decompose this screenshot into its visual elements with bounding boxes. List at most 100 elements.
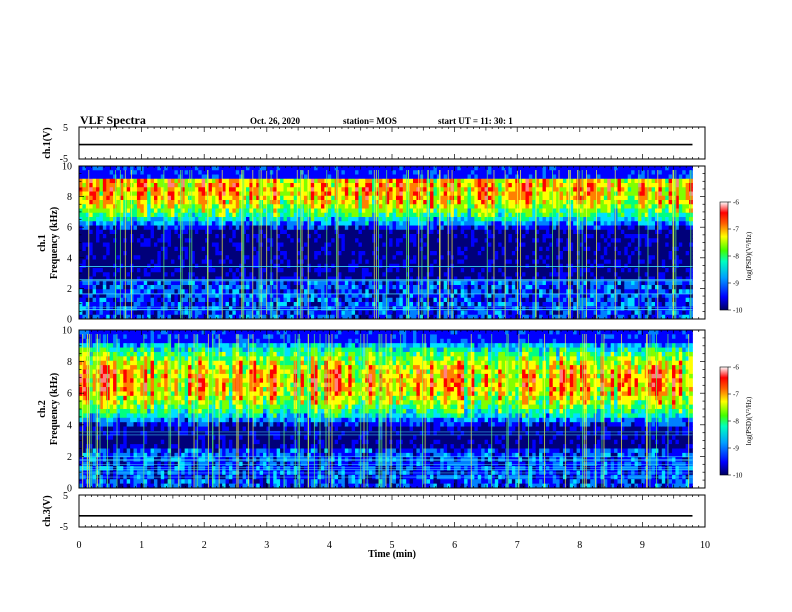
spectrogram-cell <box>464 314 468 320</box>
spectrogram-cell <box>266 225 271 231</box>
spectrogram-cell <box>474 187 479 192</box>
spectrogram-cell <box>208 293 213 299</box>
spectrogram-cell <box>361 191 366 197</box>
spectrogram-cell <box>194 276 199 282</box>
spectrogram-cell <box>348 293 353 299</box>
spectrogram-cell <box>89 178 94 184</box>
spectrogram-cell <box>344 276 349 282</box>
spectrogram-cell <box>320 246 325 252</box>
spectrogram-cell <box>136 246 141 252</box>
spectrogram-cell <box>164 225 169 231</box>
spectrogram-cell <box>522 166 526 171</box>
spectrogram-cell <box>440 293 445 299</box>
spectrogram-cell <box>290 285 295 290</box>
spectrogram-cell <box>136 234 141 239</box>
spectrogram-cell <box>361 204 366 209</box>
spectrogram-cell <box>310 225 315 231</box>
spectrogram-cell <box>474 259 479 265</box>
spectrogram-cell <box>443 225 448 231</box>
spectrogram-cell <box>252 259 257 265</box>
spectrogram-cell <box>136 268 141 273</box>
spectrogram-cell <box>249 306 254 311</box>
spectrogram-cell <box>242 195 247 201</box>
spectrogram-cell <box>252 297 257 303</box>
spectrogram-cell <box>153 302 158 307</box>
spectrogram-cell <box>378 204 383 209</box>
spectrogram-cell <box>228 268 233 273</box>
spectrogram-cell <box>276 212 281 218</box>
spectrogram-cell <box>181 204 186 209</box>
spectrogram-cell <box>157 306 162 311</box>
spectrogram-cell <box>320 234 325 239</box>
spectrogram-cell <box>447 195 451 201</box>
spectrogram-cell <box>344 293 349 299</box>
spectrogram-cell <box>167 204 172 209</box>
spectrogram-cell <box>184 229 189 235</box>
spectrogram-cell <box>215 280 220 286</box>
spectrogram-cell <box>143 178 148 184</box>
spectrogram-cell <box>276 170 281 175</box>
spectrogram-cell <box>150 268 155 273</box>
spectrogram-cell <box>334 166 339 171</box>
spectrogram-cell <box>522 234 526 239</box>
spectrogram-cell <box>126 200 131 205</box>
spectrogram-cell <box>402 310 407 316</box>
spectrogram-cell <box>109 183 114 188</box>
spectrogram-cell <box>494 302 499 307</box>
spectrogram-cell <box>106 225 111 231</box>
spectrogram-cell <box>447 183 451 188</box>
spectrogram-cell <box>303 297 308 303</box>
spectrogram-cell <box>481 297 485 303</box>
spectrogram-cell <box>222 229 226 235</box>
spectrogram-cell <box>487 255 492 260</box>
spectrogram-cell <box>96 166 100 171</box>
spectrogram-cell <box>375 200 380 205</box>
spectrogram-cell <box>447 246 451 252</box>
spectrogram-cell <box>392 302 397 307</box>
spectrogram-cell <box>92 289 97 294</box>
spectrogram-cell <box>378 276 383 282</box>
spectrogram-cell <box>314 170 318 175</box>
spectrogram-cell <box>102 187 107 192</box>
spectrogram-cell <box>307 259 312 265</box>
spectrogram-cell <box>228 297 233 303</box>
spectrogram-cell <box>338 246 342 252</box>
spectrogram-cell <box>341 314 346 320</box>
spectrogram-cell <box>310 306 315 311</box>
spectrogram-cell <box>215 174 220 180</box>
spectrogram-cell <box>96 242 100 248</box>
spectrogram-cell <box>368 285 373 290</box>
spectrogram-cell <box>273 302 278 307</box>
spectrogram-cell <box>102 268 107 273</box>
spectrogram-cell <box>147 272 151 277</box>
spectrogram-cell <box>365 268 370 273</box>
spectrogram-cell <box>443 212 448 218</box>
spectrogram-cell <box>119 174 124 180</box>
spectrogram-cell <box>320 255 325 260</box>
spectrogram-cell <box>491 289 496 294</box>
spectrogram-cell <box>310 200 315 205</box>
spectrogram-cell <box>314 178 318 184</box>
spectrogram-cell <box>191 306 196 311</box>
spectrogram-cell <box>198 310 203 316</box>
spectrogram-cell <box>82 195 87 201</box>
spectrogram-cell <box>525 302 530 307</box>
spectrogram-cell <box>293 200 298 205</box>
spectrogram-cell <box>225 183 230 188</box>
spectrogram-cell <box>331 285 336 290</box>
spectrogram-cell <box>303 166 308 171</box>
spectrogram-cell <box>460 204 465 209</box>
spectrogram-cell <box>338 208 342 214</box>
spectrogram-cell <box>225 234 230 239</box>
spectrogram-cell <box>174 251 179 256</box>
spectrogram-cell <box>276 195 281 201</box>
spectrogram-cell <box>167 297 172 303</box>
spectrogram-cell <box>423 187 428 192</box>
spectrogram-cell <box>470 183 475 188</box>
spectrogram-cell <box>317 297 322 303</box>
spectrogram-cell <box>385 242 390 248</box>
spectrogram-cell <box>239 306 243 311</box>
spectrogram-cell <box>389 268 393 273</box>
spectrogram-cell <box>409 166 414 171</box>
spectrogram-cell <box>79 229 83 235</box>
